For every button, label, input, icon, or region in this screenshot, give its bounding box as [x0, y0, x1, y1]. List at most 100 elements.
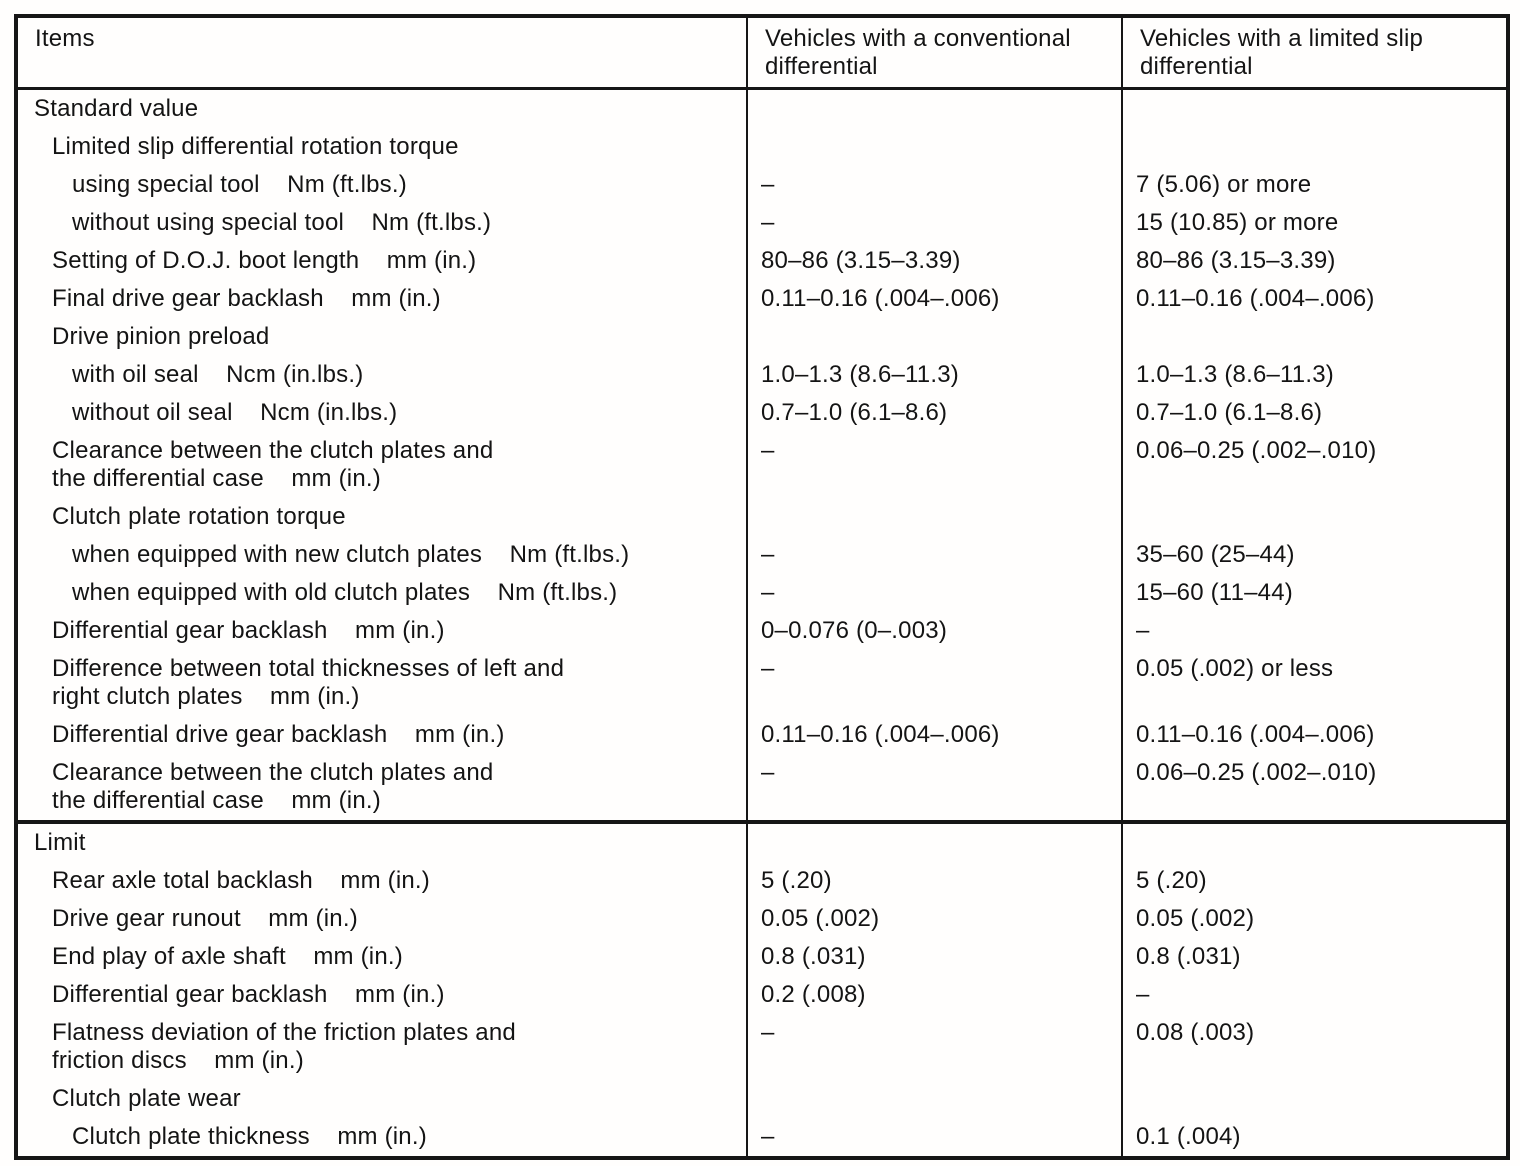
table-row: Limited slip differential rotation torqu… — [16, 128, 1508, 166]
item-label: Differential drive gear backlash mm (in.… — [52, 721, 505, 748]
limited-slip-value — [1121, 820, 1508, 862]
table-row: without oil seal Ncm (in.lbs.) 0.7–1.0 (… — [16, 394, 1508, 432]
table-header: Items Vehicles with a conventional diffe… — [16, 16, 1508, 90]
item-label: Differential gear backlash mm (in.) — [52, 617, 445, 644]
limited-slip-value: – — [1121, 612, 1508, 650]
conventional-value: – — [746, 754, 1122, 822]
conventional-value — [746, 820, 1122, 862]
limited-slip-value — [1121, 318, 1508, 356]
table-row: with oil seal Ncm (in.lbs.) 1.0–1.3 (8.6… — [16, 356, 1508, 394]
conventional-value: 0–0.076 (0–.003) — [746, 612, 1122, 650]
table-row: Drive gear runout mm (in.) 0.05 (.002) 0… — [16, 900, 1508, 938]
col-header-items: Items — [16, 16, 747, 90]
limited-slip-value: 0.7–1.0 (6.1–8.6) — [1121, 394, 1508, 432]
table-row: Differential gear backlash mm (in.) 0.2 … — [16, 976, 1508, 1014]
table-row: Clearance between the clutch plates and … — [16, 754, 1508, 822]
standard-value-section: Standard value Limited slip differential… — [16, 88, 1508, 822]
conventional-value: 80–86 (3.15–3.39) — [746, 242, 1122, 280]
table-row: Clearance between the clutch plates and … — [16, 432, 1508, 498]
table-row: using special tool Nm (ft.lbs.) – 7 (5.0… — [16, 166, 1508, 204]
item-label: when equipped with old clutch plates Nm … — [72, 579, 618, 606]
limited-slip-value — [1121, 1080, 1508, 1118]
table-row: Flatness deviation of the friction plate… — [16, 1014, 1508, 1080]
conventional-value: – — [746, 204, 1122, 242]
col-header-limited-slip-differential: Vehicles with a limited slip differentia… — [1121, 16, 1508, 90]
item-label: when equipped with new clutch plates Nm … — [72, 541, 630, 568]
limited-slip-value: – — [1121, 976, 1508, 1014]
limited-slip-value: 1.0–1.3 (8.6–11.3) — [1121, 356, 1508, 394]
item-label: Differential gear backlash mm (in.) — [52, 981, 445, 1008]
table-row: Differential gear backlash mm (in.) 0–0.… — [16, 612, 1508, 650]
conventional-value: – — [746, 650, 1122, 716]
table-row: without using special tool Nm (ft.lbs.) … — [16, 204, 1508, 242]
table-row: Clutch plate thickness mm (in.) – 0.1 (.… — [16, 1118, 1508, 1158]
table-row: Rear axle total backlash mm (in.) 5 (.20… — [16, 862, 1508, 900]
limited-slip-value: 0.06–0.25 (.002–.010) — [1121, 432, 1508, 498]
item-label: without using special tool Nm (ft.lbs.) — [72, 209, 492, 236]
item-label: Setting of D.O.J. boot length mm (in.) — [52, 247, 477, 274]
limited-slip-value — [1121, 128, 1508, 166]
limited-slip-value — [1121, 498, 1508, 536]
table-row: when equipped with old clutch plates Nm … — [16, 574, 1508, 612]
item-label: Flatness deviation of the friction plate… — [52, 1019, 516, 1074]
limited-slip-value: 0.06–0.25 (.002–.010) — [1121, 754, 1508, 822]
table-row: Setting of D.O.J. boot length mm (in.) 8… — [16, 242, 1508, 280]
item-label: Difference between total thicknesses of … — [52, 655, 565, 710]
table-row: End play of axle shaft mm (in.) 0.8 (.03… — [16, 938, 1508, 976]
col-header-conventional-differential: Vehicles with a conventional differentia… — [746, 16, 1122, 90]
item-label: without oil seal Ncm (in.lbs.) — [72, 399, 398, 426]
item-label: Standard value — [34, 95, 199, 122]
limited-slip-value: 35–60 (25–44) — [1121, 536, 1508, 574]
conventional-value: 0.2 (.008) — [746, 976, 1122, 1014]
limited-slip-value — [1121, 88, 1508, 128]
table-row: Standard value — [16, 88, 1508, 128]
item-label: Rear axle total backlash mm (in.) — [52, 867, 430, 894]
conventional-value: 0.8 (.031) — [746, 938, 1122, 976]
limited-slip-value: 80–86 (3.15–3.39) — [1121, 242, 1508, 280]
table-row: Drive pinion preload — [16, 318, 1508, 356]
differential-spec-table: Items Vehicles with a conventional diffe… — [14, 14, 1510, 1160]
item-label: Final drive gear backlash mm (in.) — [52, 285, 441, 312]
limited-slip-value: 0.05 (.002) or less — [1121, 650, 1508, 716]
limited-slip-value: 0.08 (.003) — [1121, 1014, 1508, 1080]
conventional-value: – — [746, 536, 1122, 574]
limited-slip-value: 15–60 (11–44) — [1121, 574, 1508, 612]
item-label: Clearance between the clutch plates and … — [52, 437, 494, 492]
limit-section: Limit Rear axle total backlash mm (in.) … — [16, 820, 1508, 1158]
conventional-value: – — [746, 1118, 1122, 1158]
conventional-value: – — [746, 432, 1122, 498]
table-row: when equipped with new clutch plates Nm … — [16, 536, 1508, 574]
conventional-value: 0.11–0.16 (.004–.006) — [746, 716, 1122, 754]
item-label: using special tool Nm (ft.lbs.) — [72, 171, 407, 198]
item-label: with oil seal Ncm (in.lbs.) — [72, 361, 364, 388]
limited-slip-value: 0.05 (.002) — [1121, 900, 1508, 938]
conventional-value — [746, 128, 1122, 166]
conventional-value — [746, 318, 1122, 356]
table-row: Differential drive gear backlash mm (in.… — [16, 716, 1508, 754]
conventional-value — [746, 1080, 1122, 1118]
limited-slip-value: 0.1 (.004) — [1121, 1118, 1508, 1158]
conventional-value: 1.0–1.3 (8.6–11.3) — [746, 356, 1122, 394]
item-label: Clutch plate rotation torque — [52, 503, 346, 530]
limited-slip-value: 5 (.20) — [1121, 862, 1508, 900]
conventional-value: – — [746, 1014, 1122, 1080]
conventional-value: – — [746, 166, 1122, 204]
item-label: Clearance between the clutch plates and … — [52, 759, 494, 814]
limited-slip-value: 15 (10.85) or more — [1121, 204, 1508, 242]
conventional-value — [746, 88, 1122, 128]
limited-slip-value: 0.8 (.031) — [1121, 938, 1508, 976]
table-row: Clutch plate wear — [16, 1080, 1508, 1118]
conventional-value: 0.7–1.0 (6.1–8.6) — [746, 394, 1122, 432]
item-label: Clutch plate wear — [52, 1085, 241, 1112]
item-label: Drive gear runout mm (in.) — [52, 905, 358, 932]
conventional-value: 0.05 (.002) — [746, 900, 1122, 938]
item-label: Drive pinion preload — [52, 323, 270, 350]
item-label: Limited slip differential rotation torqu… — [52, 133, 459, 160]
conventional-value — [746, 498, 1122, 536]
limited-slip-value: 0.11–0.16 (.004–.006) — [1121, 280, 1508, 318]
limited-slip-value: 0.11–0.16 (.004–.006) — [1121, 716, 1508, 754]
table-row: Clutch plate rotation torque — [16, 498, 1508, 536]
conventional-value: 0.11–0.16 (.004–.006) — [746, 280, 1122, 318]
table-row: Limit — [16, 820, 1508, 862]
